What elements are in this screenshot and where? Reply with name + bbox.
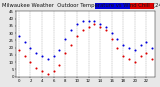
Text: Milwaukee Weather  Outdoor Temperature vs Wind Chill  (24 Hours): Milwaukee Weather Outdoor Temperature vs… — [2, 3, 160, 8]
